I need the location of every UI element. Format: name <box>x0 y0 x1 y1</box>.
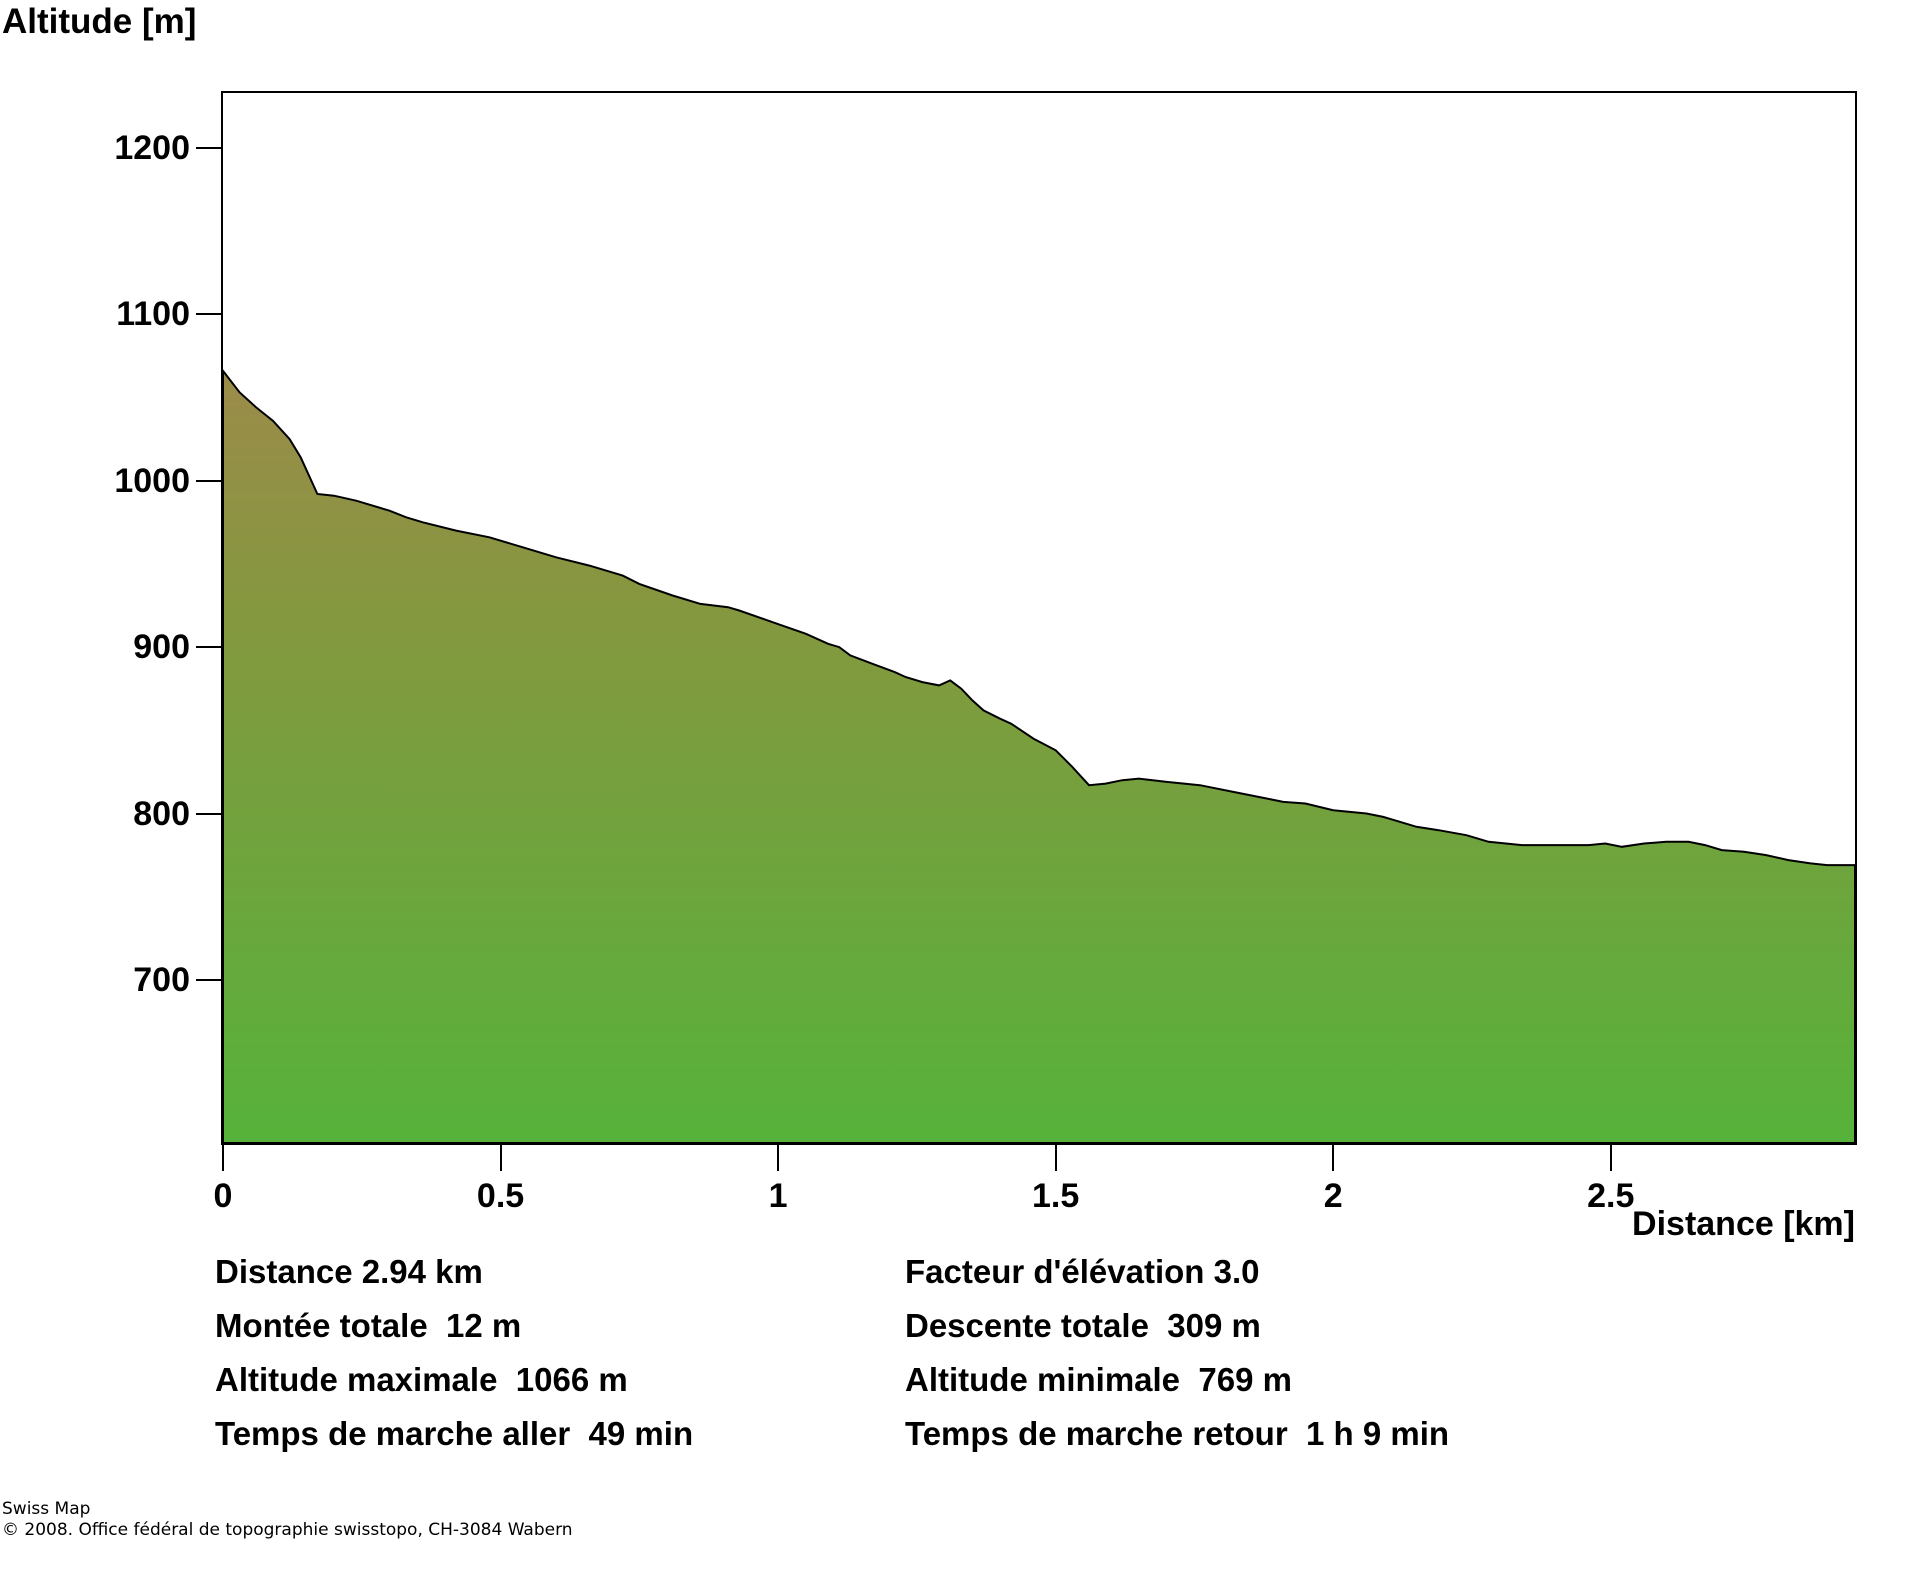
y-tick-mark <box>196 479 222 482</box>
y-tick-label: 1000 <box>114 461 190 500</box>
y-tick-label: 800 <box>133 794 190 833</box>
stat-left-2: Altitude maximale 1066 m <box>215 1361 628 1398</box>
stat-left-3: Temps de marche aller 49 min <box>215 1415 694 1452</box>
y-tick-mark <box>196 978 222 981</box>
stat-right-3: Temps de marche retour 1 h 9 min <box>905 1415 1450 1452</box>
y-tick-label: 700 <box>133 960 190 999</box>
x-tick-label: 0 <box>213 1177 233 1215</box>
y-tick-label: 900 <box>133 628 190 667</box>
x-tick-label: 1 <box>768 1177 788 1215</box>
x-tick-mark <box>777 1145 780 1171</box>
stat-right-1: Descente totale 309 m <box>905 1307 1261 1344</box>
x-tick-label: 0.5 <box>476 1177 525 1215</box>
footer-copyright: © 2008. Office fédéral de topographie sw… <box>2 1520 573 1540</box>
footer: Swiss Map © 2008. Office fédéral de topo… <box>2 1499 573 1541</box>
elevation-area-svg <box>223 93 1855 1143</box>
y-tick-mark <box>196 146 222 149</box>
y-tick-mark <box>196 646 222 649</box>
x-tick-mark <box>222 1145 224 1171</box>
x-tick-mark <box>499 1145 502 1171</box>
x-tick-label: 2 <box>1323 1177 1343 1215</box>
x-tick-mark <box>1609 1145 1612 1171</box>
y-tick-label: 1200 <box>114 128 190 167</box>
y-tick-mark <box>196 812 222 815</box>
stat-left-1: Montée totale 12 m <box>215 1307 522 1344</box>
x-tick-mark <box>1054 1145 1057 1171</box>
stat-right-2: Altitude minimale 769 m <box>905 1361 1292 1398</box>
x-tick-label: 2.5 <box>1587 1177 1635 1215</box>
plot-area <box>221 91 1857 1145</box>
y-tick-mark <box>196 313 222 316</box>
stat-left-0: Distance 2.94 km <box>215 1253 483 1290</box>
elevation-profile-area <box>223 371 1855 1143</box>
x-axis-title: Distance [km] <box>1632 1205 1855 1243</box>
footer-app-name: Swiss Map <box>2 1499 91 1519</box>
stat-right-0: Facteur d'élévation 3.0 <box>905 1253 1260 1290</box>
chart-title: Altitude [m] <box>2 2 197 41</box>
y-tick-label: 1100 <box>116 295 190 334</box>
x-tick-label: 1.5 <box>1032 1177 1080 1215</box>
x-tick-mark <box>1332 1145 1335 1171</box>
